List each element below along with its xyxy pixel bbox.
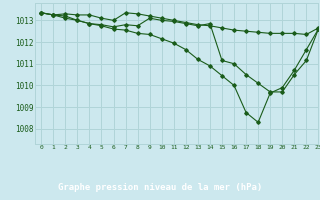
Text: Graphe pression niveau de la mer (hPa): Graphe pression niveau de la mer (hPa): [58, 182, 262, 192]
